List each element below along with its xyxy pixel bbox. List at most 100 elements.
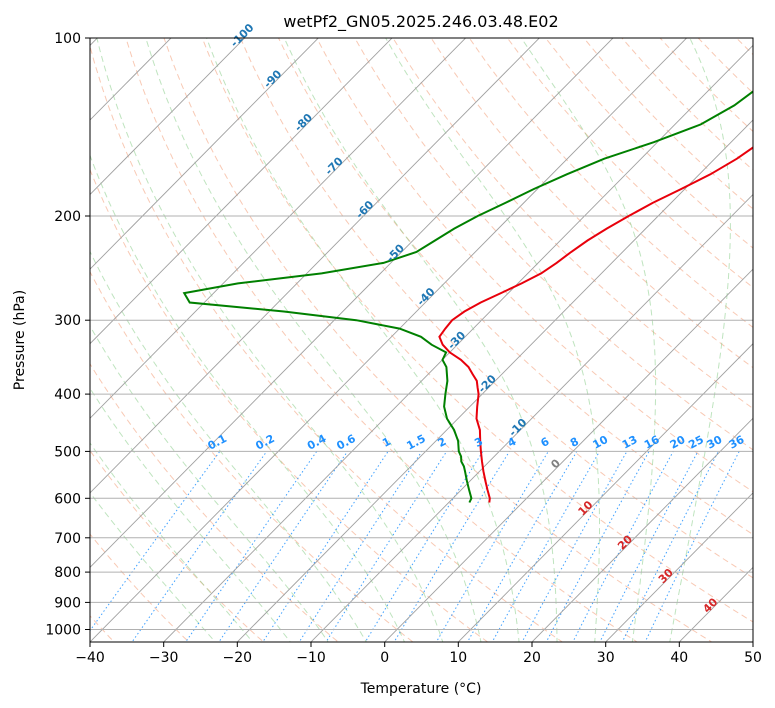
isotherm-label: -100 <box>228 21 257 50</box>
isotherm-line <box>678 566 753 642</box>
y-tick-label: 600 <box>54 491 81 507</box>
isotherm-line <box>605 492 753 642</box>
mixing-ratio-label: 0.1 <box>206 432 229 453</box>
mixing-ratio-line <box>364 451 484 642</box>
isotherm-line <box>457 343 753 642</box>
x-axis: −40 −30 −20 −10 0 10 20 30 40 50 <box>75 642 762 666</box>
moist-adiabat-line <box>90 250 367 642</box>
dry-adiabat-line <box>735 38 753 56</box>
dry-adiabat-line <box>90 449 265 642</box>
moist-adiabat-line <box>96 38 444 642</box>
isotherm-line <box>531 417 753 642</box>
isotherm-line <box>90 38 614 569</box>
wetbulb-label: 10 <box>576 498 596 518</box>
mixing-ratio-label: 30 <box>705 433 725 452</box>
moist-adiabat-line <box>90 387 291 642</box>
dry-adiabat-line <box>316 38 753 493</box>
isotherm-line <box>90 38 246 196</box>
profile-series <box>182 90 753 503</box>
dry-adiabat-line <box>163 38 713 642</box>
isotherm-label: -60 <box>353 198 376 222</box>
mixing-ratio-label: 10 <box>591 433 611 452</box>
x-tick-label: −20 <box>223 650 253 666</box>
mixing-ratio-label: 6 <box>539 435 552 450</box>
isotherm-line <box>90 38 172 121</box>
isotherm-label: -40 <box>414 285 437 309</box>
mixing-ratio-line <box>621 451 719 642</box>
isotherm-line <box>752 641 753 642</box>
x-tick-label: −10 <box>296 650 326 666</box>
mixing-ratio-label: 13 <box>620 433 640 452</box>
moist-adiabat-line <box>90 324 329 642</box>
isotherm-line <box>163 44 753 642</box>
line-labels: -100-90-80-70-60-50-40-30-20-100.1 0.2 0.4… <box>206 21 747 616</box>
x-tick-label: 50 <box>744 650 762 666</box>
wetbulb-label: 30 <box>656 566 676 586</box>
dry-adiabat-line <box>621 38 753 171</box>
mixing-ratio-label: 36 <box>727 433 747 452</box>
x-tick-label: 40 <box>670 650 688 666</box>
dry-adiabat-line <box>430 38 753 369</box>
mixing-ratio-line <box>325 451 448 642</box>
moist-adiabat-line <box>669 38 731 642</box>
isotherm-line <box>90 38 688 642</box>
wetbulb-label: 20 <box>615 532 635 552</box>
y-tick-label: 1000 <box>45 623 81 639</box>
dry-adiabat-line <box>468 38 753 329</box>
chart-title: wetPf2_GN05.2025.246.03.48.E02 <box>283 12 558 32</box>
dry-adiabat-line <box>748 11 775 654</box>
mixing-ratio-label: 0.4 <box>305 432 329 453</box>
isotherm-label: -90 <box>261 67 284 91</box>
moist-adiabat-line <box>145 38 482 642</box>
moist-adiabat-line <box>90 491 216 642</box>
dry-adiabat-line <box>90 533 190 642</box>
dry-adiabat-line <box>90 44 564 642</box>
dewpoint-line <box>182 90 753 503</box>
background-lines <box>90 11 775 654</box>
mixing-ratio-line <box>393 451 510 642</box>
mixing-ratio-label: 3 <box>472 435 485 450</box>
isotherm-line <box>90 38 540 494</box>
plot-frame <box>89 37 754 643</box>
y-axis: 100 200 300 400 500 600 700 800 900 1000 <box>45 31 90 639</box>
dry-adiabat-line <box>239 38 753 579</box>
x-tick-label: 10 <box>449 650 467 666</box>
y-tick-label: 900 <box>54 595 81 611</box>
isotherm-line <box>310 193 753 642</box>
x-tick-label: 0 <box>380 650 389 666</box>
temperature-line <box>438 146 753 503</box>
isotherm-line <box>90 38 393 345</box>
dry-adiabat-line <box>90 168 489 642</box>
moist-adiabat-line <box>206 38 520 642</box>
y-tick-label: 500 <box>54 444 81 460</box>
mixing-ratio-label: 2 <box>436 435 449 450</box>
moist-adiabat-line <box>283 38 558 642</box>
dry-adiabat-line <box>659 38 753 133</box>
mixing-ratio-label: 20 <box>668 433 688 452</box>
y-tick-label: 300 <box>54 313 81 329</box>
moist-adiabat-line <box>385 38 600 642</box>
isotherm-line <box>236 119 753 642</box>
mixing-ratio-line <box>644 451 740 642</box>
wetbulb-label: 40 <box>700 595 720 615</box>
y-tick-label: 400 <box>54 387 81 403</box>
isotherm-label: -30 <box>445 329 468 353</box>
pressure-gridlines <box>90 38 753 630</box>
isotherm-label: -80 <box>292 111 315 135</box>
x-tick-label: −30 <box>149 650 179 666</box>
mixing-ratio-label: 1.5 <box>404 432 427 453</box>
mixing-ratio-line <box>466 451 578 642</box>
y-tick-label: 700 <box>54 531 81 547</box>
dry-adiabat-line <box>201 38 753 623</box>
isotherm-line <box>384 268 753 642</box>
x-tick-label: 30 <box>597 650 615 666</box>
moist-adiabat-line <box>90 442 254 642</box>
isotherm-line <box>90 38 467 419</box>
moist-adiabat-line <box>90 154 406 642</box>
mixing-ratio-label: 25 <box>686 433 706 452</box>
x-tick-label: −40 <box>75 650 105 666</box>
mixing-ratio-line <box>521 451 628 642</box>
mixing-ratio-label: 1 <box>380 435 393 450</box>
dry-adiabat-line <box>544 38 753 249</box>
